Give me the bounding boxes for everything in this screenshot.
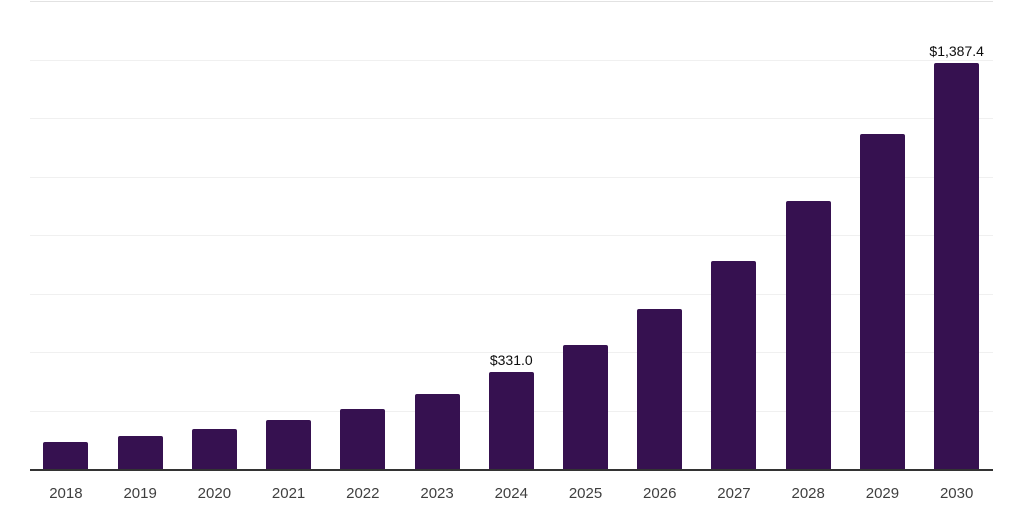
data-label-2030: $1,387.4 [929, 43, 984, 60]
gridline-400 [30, 352, 993, 353]
x-tick-label-2018: 2018 [49, 485, 83, 502]
x-tick-label-2019: 2019 [123, 485, 157, 502]
x-tick-label-2025: 2025 [568, 485, 603, 502]
bar-2019 [117, 436, 163, 469]
x-tick-label-2022: 2022 [346, 485, 380, 502]
bar-2022 [340, 409, 386, 469]
x-tick-label-2027: 2027 [717, 485, 751, 502]
bar-2018 [43, 442, 89, 469]
bar-2026 [637, 309, 683, 469]
x-tick-label-2023: 2023 [420, 485, 454, 502]
x-tick-label-2029: 2029 [865, 485, 900, 502]
gridline-800 [30, 235, 993, 236]
x-tick-label-2028: 2028 [791, 485, 825, 502]
bar-2025 [563, 344, 608, 469]
x-tick-label-2026: 2026 [643, 485, 677, 502]
bar-2028 [785, 200, 831, 469]
x-tick-label-2024: 2024 [494, 485, 528, 502]
x-tick-label-2030: 2030 [939, 485, 974, 502]
bar-2024 [488, 372, 534, 469]
bar-2023 [414, 393, 460, 469]
x-axis-line [30, 469, 993, 471]
gridline-1600 [30, 1, 993, 2]
bar-2027 [711, 260, 757, 469]
gridline-600 [30, 293, 993, 295]
bar-2021 [266, 419, 312, 469]
gridline-1400 [30, 59, 993, 61]
gridline-1000 [30, 176, 993, 178]
x-tick-label-2020: 2020 [197, 485, 232, 502]
x-tick-label-2021: 2021 [271, 485, 306, 502]
bar-2030 [934, 63, 980, 469]
x-axis-tick-labels: 2018 2019 2020 2021 2022 2023 2024 2025 2026 2027… [30, 485, 993, 505]
plot-area: $331.0 $1,387.4 [30, 1, 993, 471]
data-label-2024: $331.0 [489, 352, 533, 369]
bar-2020 [191, 429, 237, 469]
gridline-1200 [30, 118, 993, 119]
bar-2029 [859, 133, 905, 469]
